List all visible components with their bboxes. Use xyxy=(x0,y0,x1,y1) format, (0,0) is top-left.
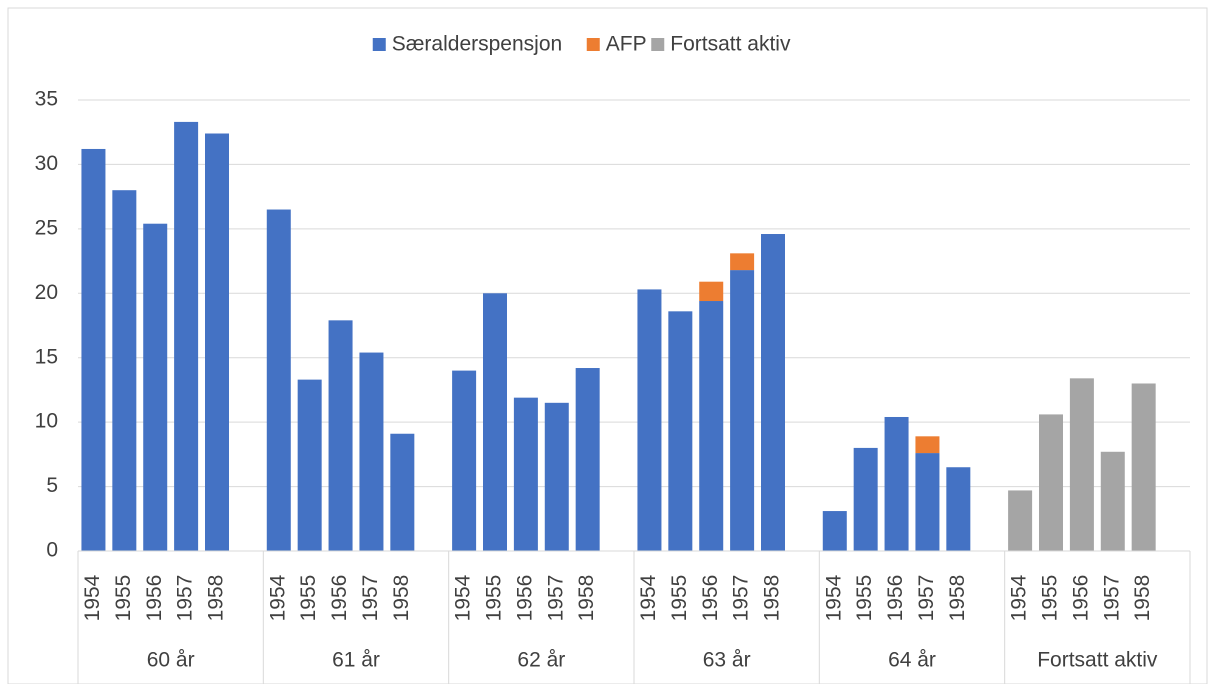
x-tick-label: 1957 xyxy=(730,575,753,622)
x-tick-label: 1956 xyxy=(884,575,907,622)
y-tick-label: 15 xyxy=(35,345,58,368)
bar-segment xyxy=(761,234,785,552)
group-label: 60 år xyxy=(147,649,195,672)
bar-segment xyxy=(390,433,415,551)
bar-segment xyxy=(946,467,971,551)
x-tick-label: 1954 xyxy=(452,574,475,621)
bar-segment xyxy=(452,370,477,551)
x-tick-label: 1958 xyxy=(575,575,598,622)
y-tick-label: 25 xyxy=(35,216,58,239)
x-tick-label: 1958 xyxy=(761,575,784,622)
x-tick-label: 1958 xyxy=(205,575,228,622)
x-tick-label: 1957 xyxy=(1100,575,1123,622)
bar-segment xyxy=(575,368,600,551)
legend-swatch xyxy=(372,38,386,51)
group-label: Fortsatt aktiv xyxy=(1037,649,1158,672)
legend-label: Fortsatt aktiv xyxy=(670,33,791,56)
bar-segment xyxy=(1008,490,1033,551)
group-label: 63 år xyxy=(703,649,751,672)
bar-segment xyxy=(266,209,291,551)
bar-segment xyxy=(513,397,538,551)
y-tick-label: 0 xyxy=(46,539,58,562)
x-tick-label: 1957 xyxy=(915,575,938,622)
x-tick-label: 1958 xyxy=(390,575,413,622)
bar-segment xyxy=(297,379,322,551)
bar-segment xyxy=(112,190,137,551)
legend-swatch xyxy=(586,38,600,51)
x-tick-label: 1958 xyxy=(1131,575,1154,622)
bar-segment xyxy=(359,352,384,551)
bar-segment xyxy=(730,253,755,271)
bar-segment xyxy=(1069,378,1094,551)
x-tick-label: 1957 xyxy=(174,575,197,622)
bar-segment xyxy=(205,133,229,551)
y-tick-label: 20 xyxy=(35,281,58,304)
group-label: 62 år xyxy=(517,649,565,672)
x-tick-label: 1954 xyxy=(81,574,104,621)
bar-segment xyxy=(544,402,569,551)
legend-swatch xyxy=(651,38,665,51)
x-tick-label: 1955 xyxy=(112,575,135,622)
bar-segment xyxy=(328,320,353,551)
bar-segment xyxy=(81,148,106,552)
bar-segment xyxy=(915,436,940,454)
bar-segment xyxy=(884,416,909,551)
group-label: 61 år xyxy=(332,649,380,672)
x-tick-label: 1954 xyxy=(637,574,660,621)
bar-segment xyxy=(730,270,755,551)
bar-segment xyxy=(822,511,847,551)
legend-label: Særalderspensjon xyxy=(392,33,562,56)
x-tick-label: 1956 xyxy=(513,575,536,622)
x-tick-label: 1954 xyxy=(822,574,845,621)
group-label: 64 år xyxy=(888,649,936,672)
x-tick-label: 1956 xyxy=(328,575,351,622)
legend-label: AFP xyxy=(606,33,647,56)
x-tick-label: 1955 xyxy=(1039,575,1062,622)
x-tick-label: 1955 xyxy=(483,575,506,622)
x-tick-label: 1954 xyxy=(1008,574,1031,621)
x-tick-label: 1956 xyxy=(699,575,722,622)
bar-segment xyxy=(915,453,940,551)
x-tick-label: 1957 xyxy=(359,575,382,622)
x-tick-label: 1957 xyxy=(544,575,567,622)
x-tick-label: 1955 xyxy=(853,575,876,622)
x-tick-label: 1956 xyxy=(143,575,166,622)
bar-segment xyxy=(1100,451,1125,551)
bar-segment xyxy=(143,223,168,551)
bar-segment xyxy=(668,311,693,551)
y-tick-label: 10 xyxy=(35,410,58,433)
bar-segment xyxy=(637,289,662,551)
bar-segment xyxy=(174,121,199,552)
y-tick-label: 30 xyxy=(35,152,58,175)
y-tick-label: 35 xyxy=(35,88,58,111)
bar-segment xyxy=(1131,383,1156,551)
x-tick-label: 1954 xyxy=(266,574,289,621)
bar-segment xyxy=(699,281,724,302)
bar-segment xyxy=(1039,414,1063,551)
bar-segment xyxy=(853,447,878,551)
x-tick-label: 1958 xyxy=(946,575,969,622)
bar-segment xyxy=(699,301,724,551)
x-tick-label: 1956 xyxy=(1069,575,1092,622)
x-tick-label: 1955 xyxy=(297,575,320,622)
x-tick-label: 1955 xyxy=(668,575,691,622)
bar-segment xyxy=(483,293,507,551)
y-tick-label: 5 xyxy=(46,474,58,497)
